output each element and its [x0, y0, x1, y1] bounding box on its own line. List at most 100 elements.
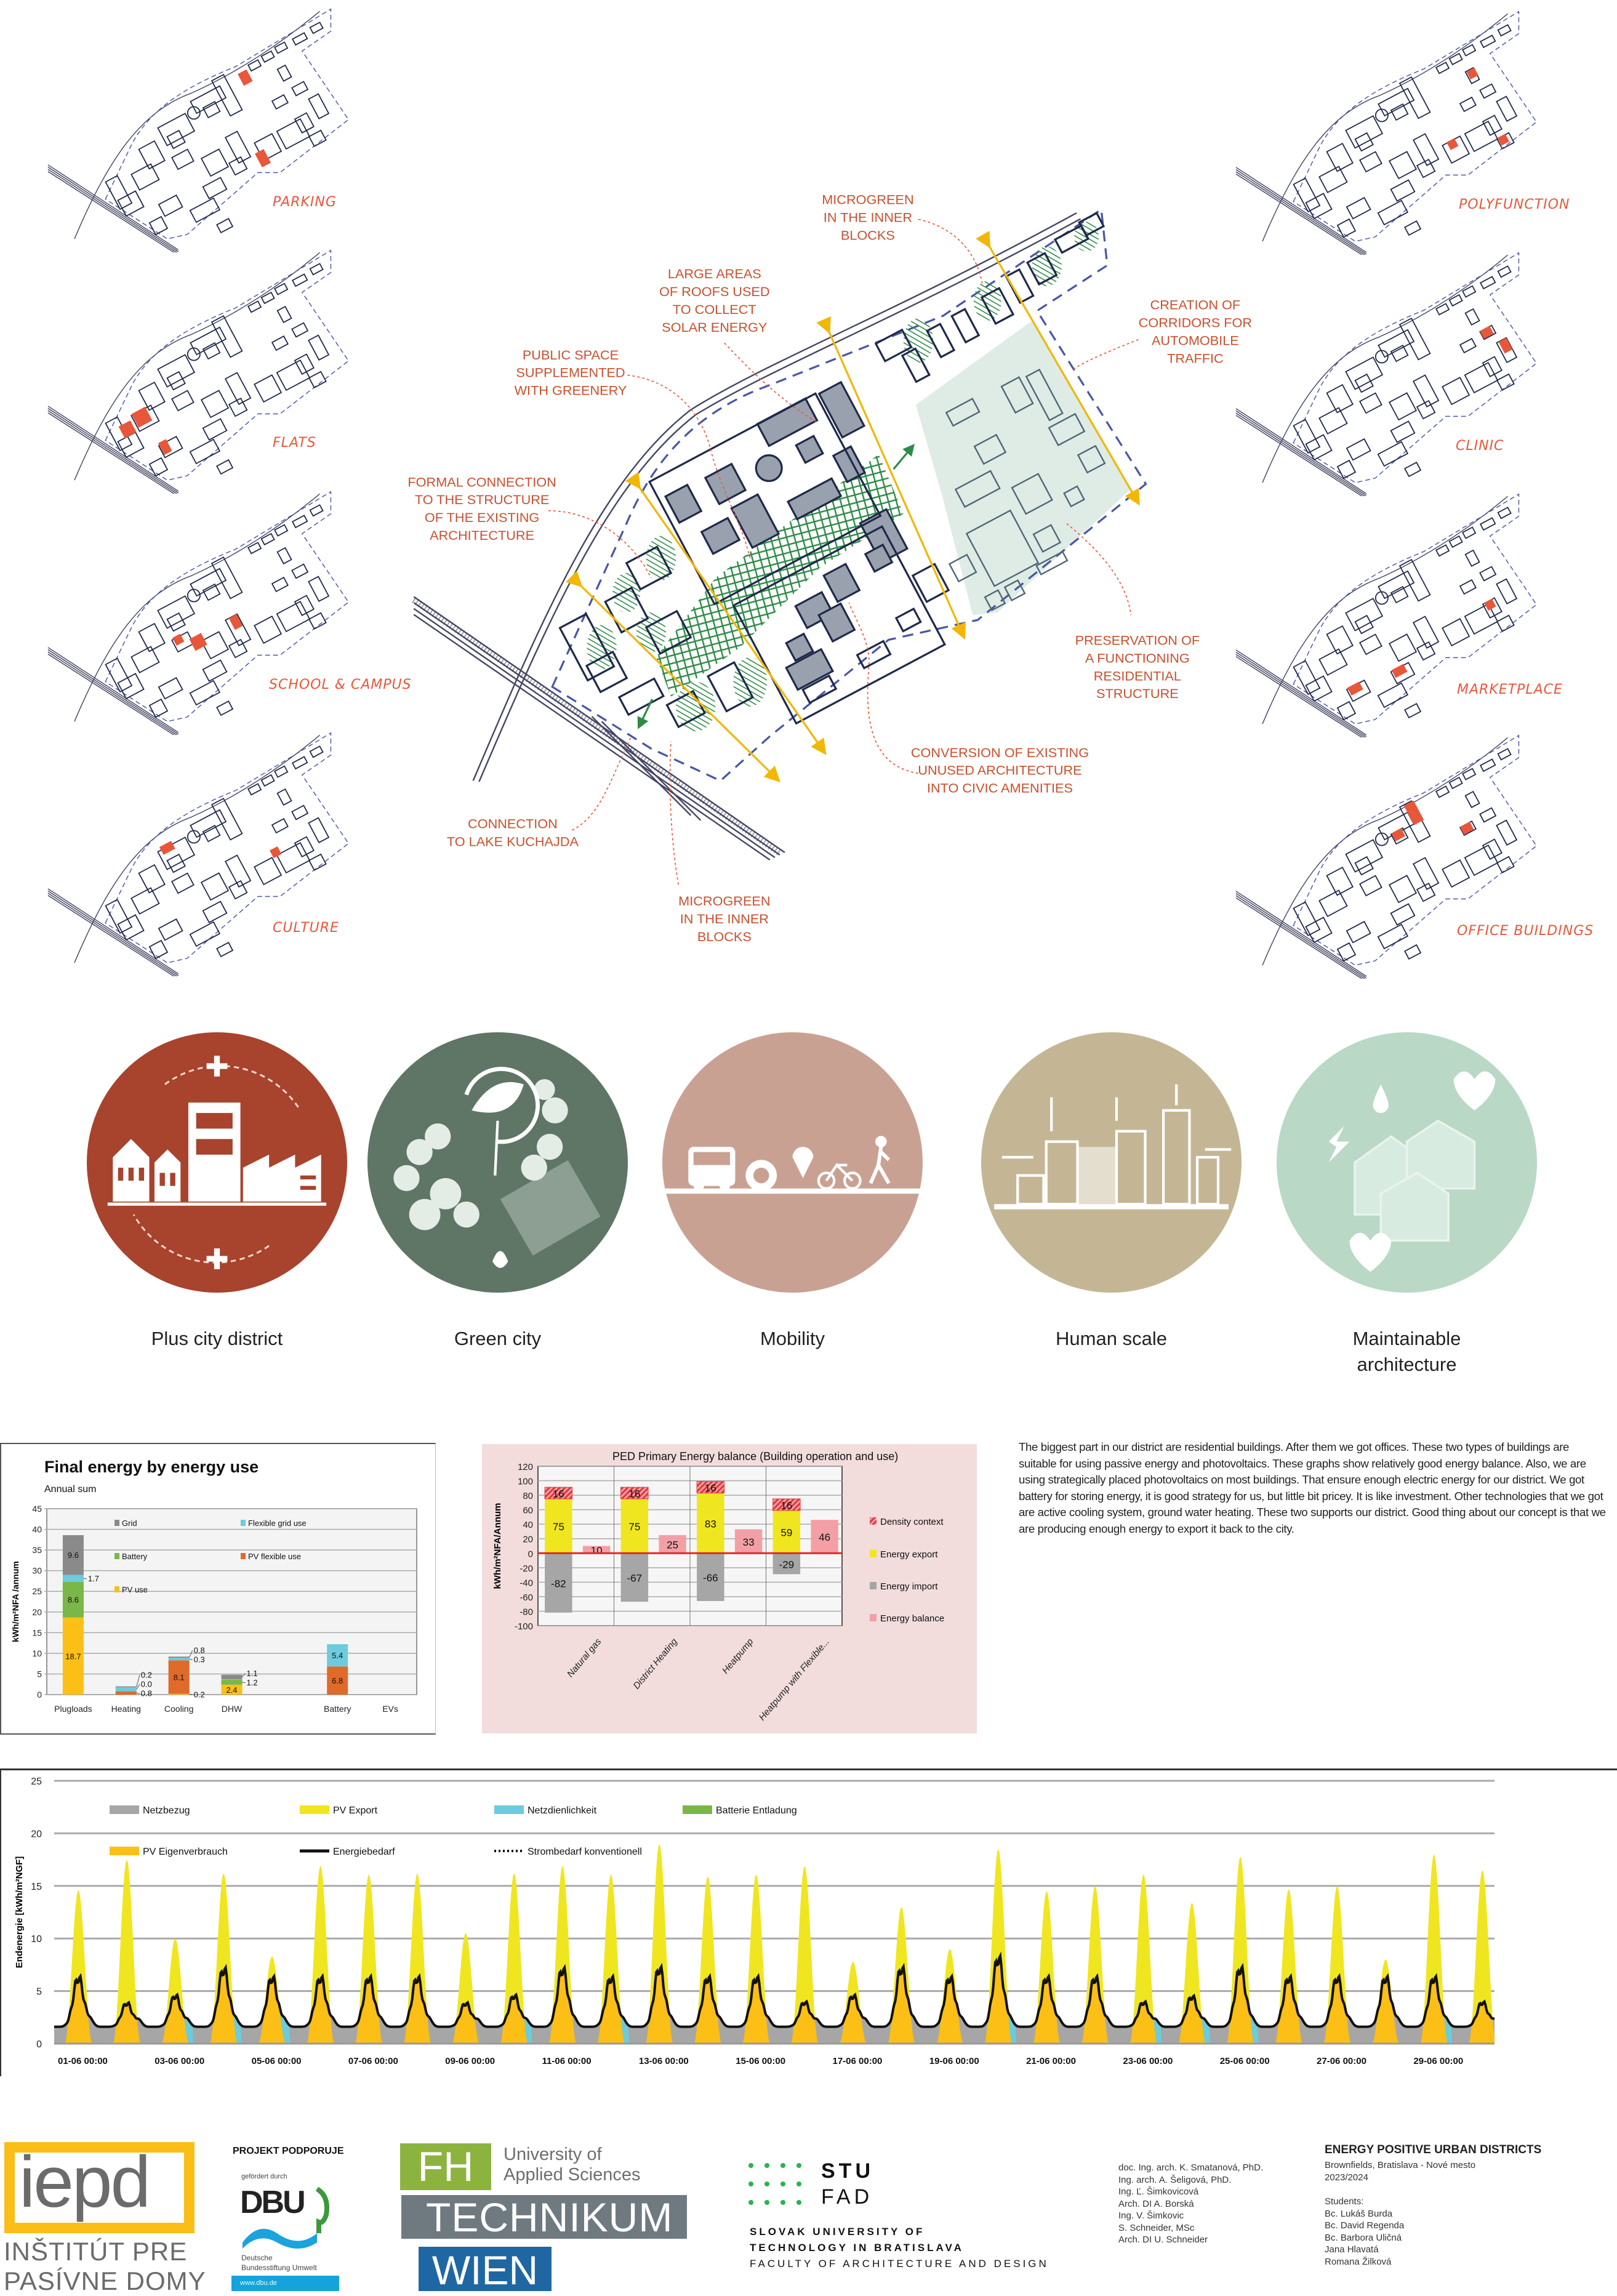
building [1345, 115, 1384, 149]
building [247, 783, 262, 796]
legend-swatch [870, 1550, 877, 1557]
plus-city-icon [107, 1056, 327, 1269]
y-tick-label: 20 [523, 1535, 533, 1545]
x-tick-label: 07-06 00:00 [348, 2056, 398, 2066]
y-tick-label: 35 [32, 1545, 42, 1555]
iepd-name-line2: PASÍVNE DOMY [4, 2266, 206, 2295]
railway [1235, 891, 1367, 982]
existing-residential-building [1032, 524, 1062, 553]
supervisor-name: Arch. DI U. Schneider [1118, 2234, 1208, 2245]
students-label: Students: [1325, 2196, 1364, 2207]
data-label: 5.4 [332, 1651, 343, 1660]
buildings [105, 745, 330, 960]
y-tick-label: 0 [37, 1690, 42, 1700]
legend-label: Strombedarf konventionell [528, 1847, 642, 1857]
building [1390, 344, 1409, 363]
data-label: 18.7 [65, 1652, 81, 1661]
map-label-office-buildings: OFFICE BUILDINGS [1457, 923, 1594, 939]
building [1293, 660, 1321, 696]
building [148, 698, 169, 718]
data-label: 16 [553, 1488, 564, 1500]
x-tick-label: District Heating [632, 1636, 680, 1691]
building [1377, 199, 1409, 226]
x-tick-label: 17-06 00:00 [832, 2056, 882, 2066]
building [271, 94, 289, 110]
building [1479, 517, 1496, 531]
building [274, 283, 289, 295]
concept-maintainable-architecture [1277, 1032, 1537, 1293]
building [1464, 308, 1480, 326]
legend-swatch [114, 1553, 119, 1559]
bar-energy-balance [811, 1520, 838, 1554]
building [1318, 407, 1348, 435]
building [211, 556, 243, 600]
data-label: 83 [705, 1518, 716, 1530]
highlighted-building [1497, 134, 1510, 146]
building [228, 397, 248, 417]
concept-label-line2: architecture [1357, 1354, 1457, 1375]
map-marketplace [1225, 485, 1570, 741]
building [216, 459, 234, 475]
stu-name-line2: TECHNOLOGY IN BRATISLAVA [750, 2242, 964, 2254]
building [1326, 142, 1354, 172]
building [1346, 196, 1371, 220]
building [1412, 857, 1440, 890]
building [276, 64, 292, 82]
building-round [1374, 350, 1389, 364]
building [1318, 648, 1348, 676]
building [216, 941, 234, 958]
y-tick-label: 15 [31, 1882, 42, 1892]
building [291, 322, 309, 338]
building [1336, 700, 1357, 721]
data-label-leader [136, 1675, 140, 1687]
chart-title: Final energy by energy use [44, 1458, 259, 1476]
legend-label: Grid [122, 1519, 137, 1528]
highlighted-building [1391, 828, 1406, 841]
building [309, 504, 324, 517]
building [228, 156, 248, 176]
building [308, 93, 330, 119]
building [117, 914, 145, 941]
x-tick-label: Plugloads [54, 1704, 92, 1714]
y-tick-label: 5 [36, 1987, 42, 1997]
data-label: 75 [628, 1521, 640, 1533]
x-tick-label: 15-06 00:00 [736, 2056, 785, 2066]
plot-area [46, 1508, 417, 1695]
data-label: -29 [779, 1559, 795, 1570]
highlighted-building [131, 406, 153, 428]
building [148, 215, 169, 236]
building [254, 374, 283, 403]
building [1377, 682, 1409, 708]
building [190, 809, 227, 838]
bar-density-context [696, 1481, 725, 1494]
building [1448, 294, 1463, 307]
y-tick-label: 120 [518, 1462, 533, 1472]
y-tick-label: 25 [32, 1586, 42, 1596]
building [190, 326, 227, 356]
building [1388, 875, 1418, 904]
building [894, 607, 922, 633]
dbu-url[interactable]: www.dbu.de [231, 2276, 339, 2291]
building [1464, 790, 1480, 808]
building [271, 576, 289, 593]
existing-residential-building [965, 509, 1040, 587]
building [1358, 633, 1382, 656]
building [260, 50, 275, 63]
x-tick-label: 21-06 00:00 [1026, 2056, 1076, 2066]
building [1390, 103, 1409, 121]
dbu-logo-graphic [243, 2186, 329, 2249]
building [190, 85, 227, 114]
label-public-space: PUBLIC SPACE SUPPLEMENTED WITH GREENERY [515, 347, 627, 398]
building [211, 797, 243, 841]
building [202, 659, 228, 682]
bar-segment [168, 1693, 190, 1695]
building [1377, 441, 1409, 467]
concept-mobility [662, 1032, 923, 1293]
legend-label: Energy import [880, 1581, 938, 1592]
bar-segment [221, 1679, 243, 1680]
data-label: 16 [628, 1488, 640, 1500]
data-label: 0.8 [194, 1645, 205, 1655]
green-city-icon [393, 1067, 601, 1268]
x-tick-label: 03-06 00:00 [154, 2056, 204, 2066]
highlighted-building [228, 614, 243, 630]
